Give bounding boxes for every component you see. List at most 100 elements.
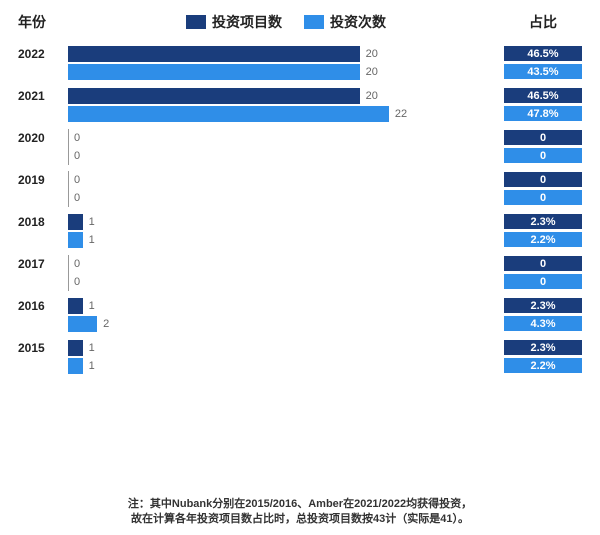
bar-row-projects: 2016 1 2.3%	[18, 298, 582, 313]
value-label: 20	[366, 48, 378, 60]
pct-cell-count: 2.2%	[504, 232, 582, 247]
value-label: 0	[74, 258, 80, 270]
bar-projects	[68, 298, 83, 314]
bar-track: 1	[68, 298, 418, 314]
bar-track: 22	[68, 106, 418, 122]
footnote-line1: 其中Nubank分别在2015/2016、Amber在2021/2022均获得投…	[150, 498, 472, 510]
bar-track: 1	[68, 214, 418, 230]
value-label: 1	[89, 300, 95, 312]
bar-track: 1	[68, 232, 418, 248]
value-label: 1	[89, 360, 95, 372]
year-label: 2015	[18, 341, 68, 355]
pct-cell-count: 43.5%	[504, 64, 582, 79]
pct-cell-projects: 0	[504, 172, 582, 187]
pct-cell-count: 0	[504, 190, 582, 205]
bar-row-count: 1 2.2%	[18, 358, 582, 373]
bar-count	[68, 232, 83, 248]
value-label: 2	[103, 318, 109, 330]
header-year: 年份	[18, 12, 68, 32]
bar-track: 20	[68, 46, 418, 62]
year-label: 2016	[18, 299, 68, 313]
bar-row-projects: 201700	[18, 256, 582, 271]
bar-row-count: 22 47.8%	[18, 106, 582, 121]
footnote: 注：其中Nubank分别在2015/2016、Amber在2021/2022均获…	[0, 497, 600, 527]
legend-label-count: 投资次数	[330, 12, 386, 32]
legend-item-count: 投资次数	[304, 12, 386, 32]
bar-row-projects: 2021 20 46.5%	[18, 88, 582, 103]
bar-row-projects: 202000	[18, 130, 582, 145]
year-label: 2018	[18, 215, 68, 229]
bar-row-count: 1 2.2%	[18, 232, 582, 247]
bar-row-count: 2 4.3%	[18, 316, 582, 331]
chart-rows: 20222046.5%2043.5%20212046.5%2247.8%2020…	[18, 46, 582, 373]
year-label: 2020	[18, 131, 68, 145]
bar-projects	[68, 46, 360, 62]
bar-row-count: 00	[18, 190, 582, 205]
value-label: 20	[366, 90, 378, 102]
bar-track: 0	[68, 274, 418, 290]
bar-track: 20	[68, 88, 418, 104]
value-label: 1	[89, 216, 95, 228]
footnote-line2: 故在计算各年投资项目数占比时，总投资项目数按43计（实际是41）。	[131, 513, 469, 525]
bar-row-count: 00	[18, 274, 582, 289]
pct-cell-count: 0	[504, 274, 582, 289]
bar-projects	[68, 340, 83, 356]
value-label: 0	[74, 192, 80, 204]
bar-row-projects: 2018 1 2.3%	[18, 214, 582, 229]
year-group: 2018 1 2.3% 1 2.2%	[18, 214, 582, 247]
bar-projects	[68, 88, 360, 104]
bar-projects	[68, 214, 83, 230]
bar-count	[68, 358, 83, 374]
year-group: 20200000	[18, 130, 582, 163]
bar-track: 0	[68, 190, 418, 206]
pct-cell-count: 2.2%	[504, 358, 582, 373]
year-group: 2015 1 2.3% 1 2.2%	[18, 340, 582, 373]
bar-track: 20	[68, 64, 418, 80]
bar-track: 0	[68, 130, 418, 146]
year-group: 20170000	[18, 256, 582, 289]
bar-track: 0	[68, 256, 418, 272]
pct-cell-projects: 0	[504, 256, 582, 271]
bar-row-count: 20 43.5%	[18, 64, 582, 79]
bar-count	[68, 316, 97, 332]
bar-track: 2	[68, 316, 418, 332]
value-label: 1	[89, 342, 95, 354]
legend-item-projects: 投资项目数	[186, 12, 282, 32]
year-group: 2021 20 46.5% 22 47.8%	[18, 88, 582, 121]
pct-cell-projects: 2.3%	[504, 214, 582, 229]
pct-cell-projects: 2.3%	[504, 298, 582, 313]
bar-row-projects: 2015 1 2.3%	[18, 340, 582, 355]
pct-cell-count: 0	[504, 148, 582, 163]
bar-track: 1	[68, 358, 418, 374]
pct-cell-projects: 2.3%	[504, 340, 582, 355]
bar-row-count: 00	[18, 148, 582, 163]
pct-cell-projects: 46.5%	[504, 88, 582, 103]
pct-cell-projects: 46.5%	[504, 46, 582, 61]
legend: 投资项目数 投资次数	[68, 12, 504, 32]
pct-cell-count: 4.3%	[504, 316, 582, 331]
value-label: 0	[74, 132, 80, 144]
legend-swatch-light	[304, 15, 324, 29]
year-label: 2021	[18, 89, 68, 103]
value-label: 1	[89, 234, 95, 246]
bar-track: 0	[68, 172, 418, 188]
value-label: 0	[74, 150, 80, 162]
header-pct: 占比	[504, 12, 582, 32]
legend-label-projects: 投资项目数	[212, 12, 282, 32]
bar-row-projects: 2019 0 0	[18, 172, 582, 187]
value-label: 0	[74, 174, 80, 186]
bar-count	[68, 106, 389, 122]
value-label: 20	[366, 66, 378, 78]
year-label: 2019	[18, 173, 68, 187]
year-group: 2016 1 2.3% 2 4.3%	[18, 298, 582, 331]
value-label: 0	[74, 276, 80, 288]
chart-container: 年份 投资项目数 投资次数 占比 20222046.5%2043.5%20212…	[0, 0, 600, 535]
year-group: 20190000	[18, 172, 582, 205]
bar-track: 0	[68, 148, 418, 164]
pct-cell-count: 47.8%	[504, 106, 582, 121]
bar-track: 1	[68, 340, 418, 356]
footnote-prefix: 注：	[128, 498, 150, 510]
bar-row-projects: 2022 20 46.5%	[18, 46, 582, 61]
year-label: 2022	[18, 47, 68, 61]
year-group: 2022 20 46.5% 20 43.5%	[18, 46, 582, 79]
